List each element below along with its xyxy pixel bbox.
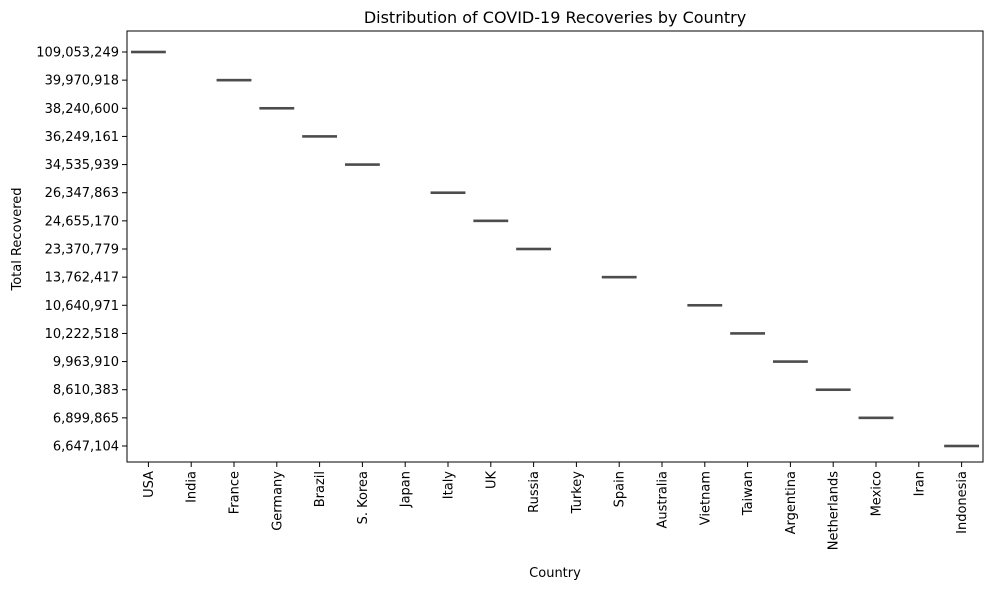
box-brazil bbox=[302, 135, 338, 138]
x-tick-label: France bbox=[228, 471, 243, 514]
x-tick-label: S. Korea bbox=[356, 471, 371, 524]
x-tick-label: Japan bbox=[399, 471, 414, 508]
box-s-korea bbox=[344, 163, 380, 166]
y-tick-label: 26,347,863 bbox=[45, 186, 119, 201]
x-tick-label: Mexico bbox=[870, 471, 885, 516]
x-tick-label: Vietnam bbox=[698, 471, 713, 525]
x-tick-label: Netherlands bbox=[827, 471, 842, 550]
y-tick-label: 39,970,918 bbox=[45, 74, 119, 89]
y-tick-label: 24,655,170 bbox=[45, 214, 119, 229]
box-taiwan bbox=[730, 332, 766, 335]
y-tick-label: 10,640,971 bbox=[45, 299, 119, 314]
box-vietnam bbox=[687, 303, 723, 307]
y-tick-label: 6,647,104 bbox=[53, 440, 119, 455]
x-axis: USA India France Germany Brazil S. Korea Japan… bbox=[142, 462, 970, 550]
box-germany bbox=[259, 106, 295, 110]
y-tick-label: 8,610,383 bbox=[53, 383, 119, 398]
y-axis-title: Total Recovered bbox=[10, 187, 25, 291]
x-axis-title: Country bbox=[529, 566, 581, 581]
x-tick-label: Italy bbox=[442, 471, 457, 500]
box-russia bbox=[516, 247, 552, 251]
y-tick-label: 9,963,910 bbox=[53, 355, 119, 370]
x-tick-label: USA bbox=[142, 471, 157, 498]
plot-frame bbox=[126, 30, 984, 463]
box-italy bbox=[430, 191, 466, 195]
y-tick-label: 6,899,865 bbox=[53, 411, 119, 426]
box-marks bbox=[130, 50, 980, 448]
y-tick-label: 36,249,161 bbox=[45, 130, 119, 145]
x-tick-label: Indonesia bbox=[955, 471, 970, 534]
box-spain bbox=[601, 275, 637, 279]
box-indonesia bbox=[944, 444, 980, 448]
x-tick-label: Spain bbox=[613, 471, 628, 507]
box-argentina bbox=[772, 360, 808, 363]
x-tick-label: Argentina bbox=[784, 471, 799, 534]
y-tick-label: 109,053,249 bbox=[36, 46, 119, 61]
y-tick-label: 34,535,939 bbox=[45, 158, 119, 173]
y-tick-label: 13,762,417 bbox=[45, 271, 119, 286]
y-axis: 109,053,249 39,970,918 38,240,600 36,249,16… bbox=[36, 46, 127, 455]
x-tick-label: Australia bbox=[656, 471, 671, 529]
box-mexico bbox=[858, 416, 894, 420]
chart-title: Distribution of COVID-19 Recoveries by C… bbox=[364, 8, 746, 27]
x-tick-label: UK bbox=[484, 471, 499, 490]
box-france bbox=[216, 78, 252, 82]
box-netherlands bbox=[815, 388, 851, 392]
x-tick-label: Germany bbox=[270, 471, 285, 531]
box-usa bbox=[130, 50, 166, 54]
x-tick-label: Taiwan bbox=[741, 471, 756, 516]
y-tick-label: 23,370,779 bbox=[45, 243, 119, 258]
y-tick-label: 10,222,518 bbox=[45, 327, 119, 342]
x-tick-label: Iran bbox=[912, 471, 927, 496]
box-uk bbox=[473, 219, 509, 223]
x-tick-label: Brazil bbox=[313, 471, 328, 507]
x-tick-label: Turkey bbox=[570, 471, 585, 515]
x-tick-label: Russia bbox=[527, 471, 542, 513]
y-tick-label: 38,240,600 bbox=[45, 102, 119, 117]
x-tick-label: India bbox=[185, 471, 200, 503]
